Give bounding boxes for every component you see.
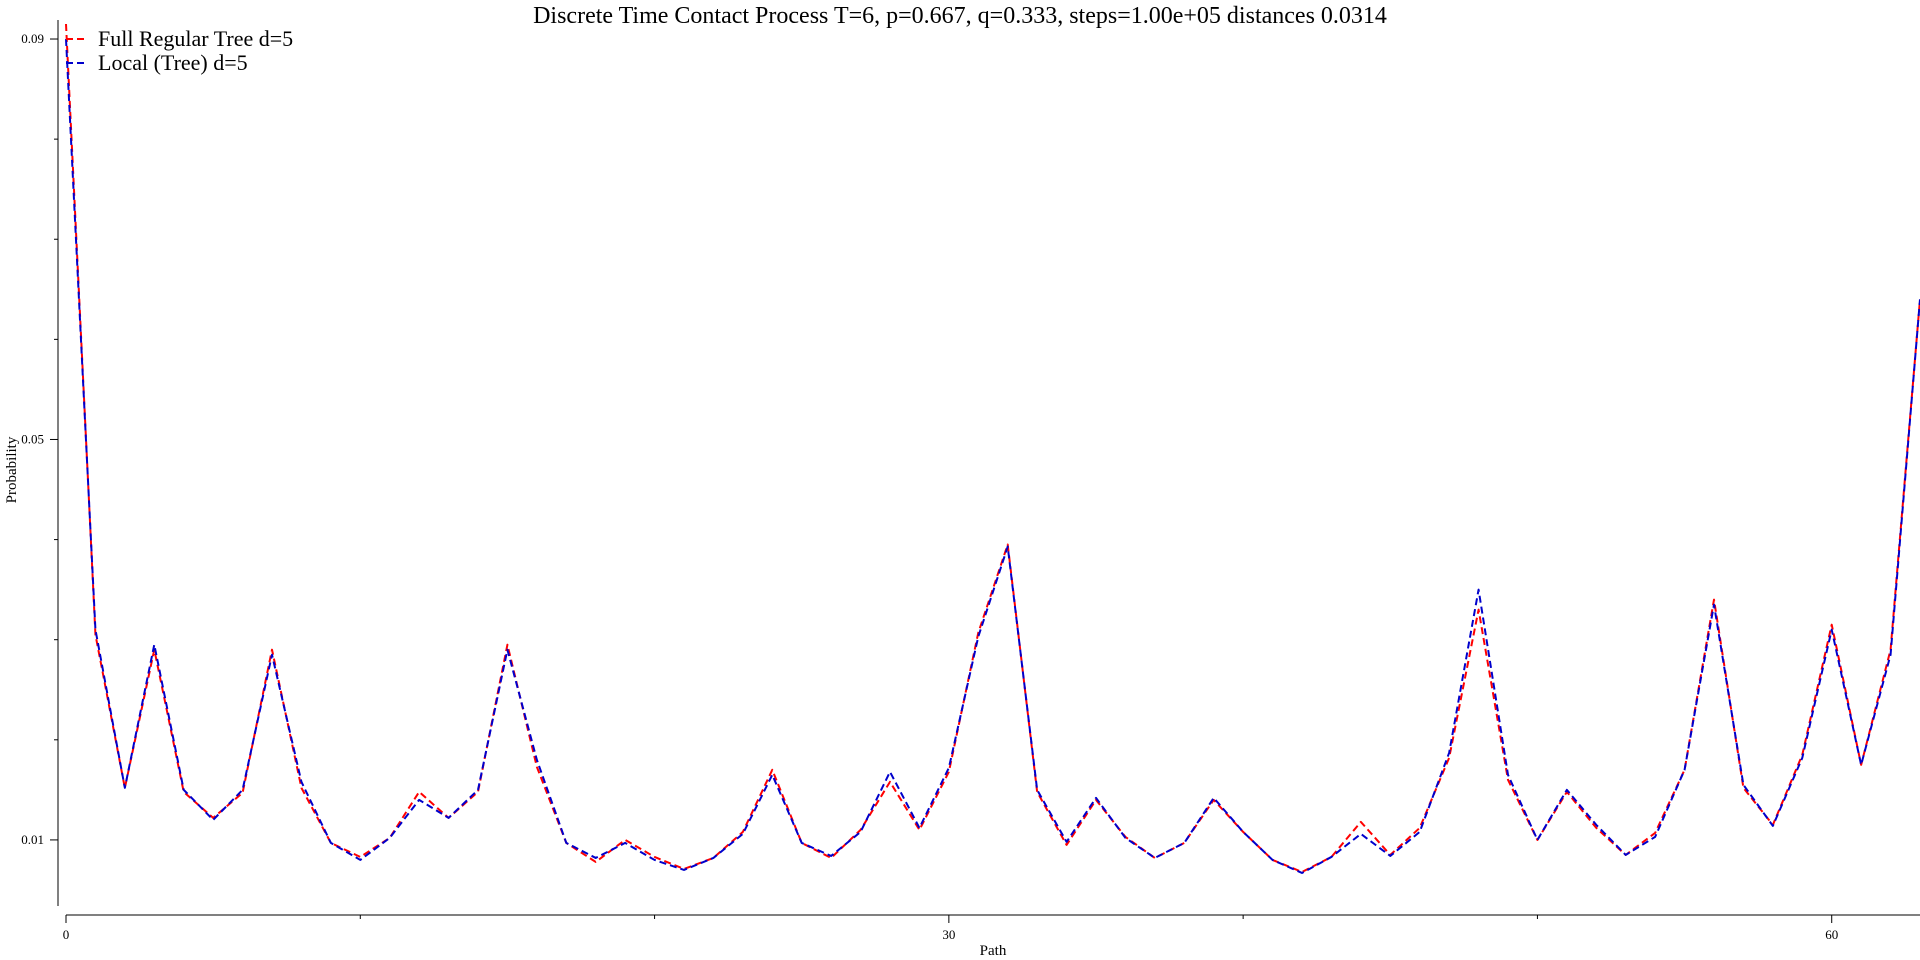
x-axis-title: Path bbox=[980, 943, 1007, 959]
plot-area bbox=[65, 23, 1920, 874]
x-tick-label: 0 bbox=[63, 927, 70, 942]
axes: 0 30 60 0.01 0.05 0.09 bbox=[21, 20, 1920, 942]
series-line-2 bbox=[65, 38, 1920, 874]
legend-label-2: Local (Tree) d=5 bbox=[98, 50, 248, 75]
y-tick-label: 0.05 bbox=[21, 431, 44, 446]
y-tick-label: 0.09 bbox=[21, 31, 44, 46]
legend-label-1: Full Regular Tree d=5 bbox=[98, 26, 293, 51]
y-tick-label: 0.01 bbox=[21, 832, 44, 847]
series-line-1 bbox=[65, 23, 1920, 873]
chart-title: Discrete Time Contact Process T=6, p=0.6… bbox=[533, 3, 1387, 29]
x-tick-label: 30 bbox=[942, 927, 955, 942]
y-axis-title: Probability bbox=[4, 436, 20, 503]
x-tick-label: 60 bbox=[1825, 927, 1838, 942]
